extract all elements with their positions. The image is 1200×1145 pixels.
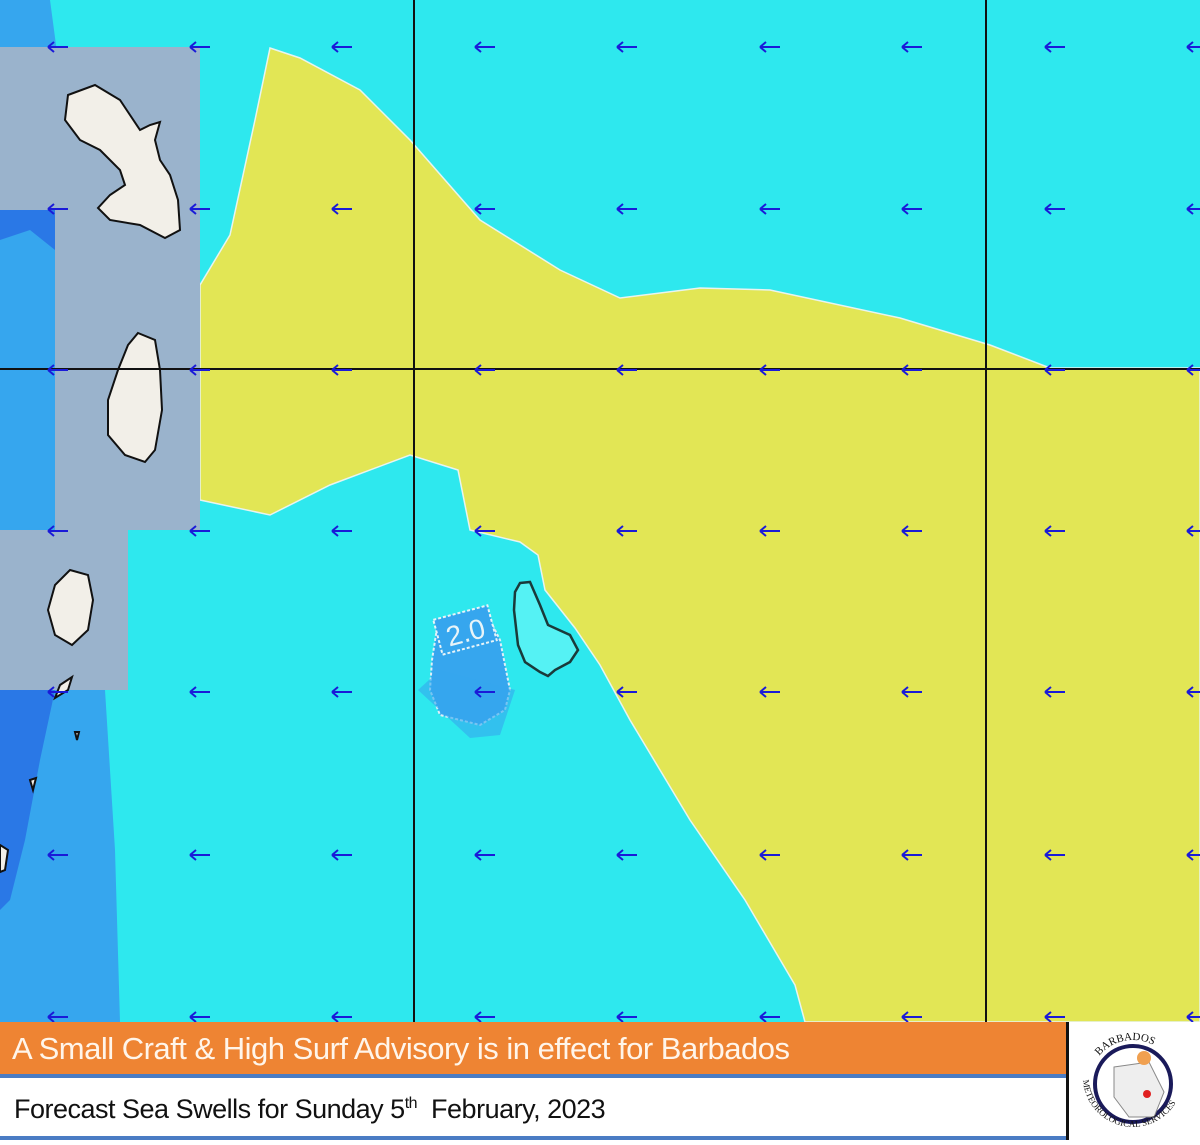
contour-2-0-shadow: [418, 670, 515, 738]
swell-arrow-icon: [1186, 41, 1200, 53]
swell-arrow-icon: [331, 849, 352, 861]
swell-arrow-icon: [331, 203, 352, 215]
swell-direction-arrows: [47, 41, 1200, 1022]
swell-arrow-icon: [1044, 849, 1065, 861]
swell-arrow-icon: [474, 525, 495, 537]
island-grenadines: [0, 674, 81, 874]
swell-arrow-icon: [1186, 849, 1200, 861]
forecast-title: Forecast Sea Swells for Sunday 5th Febru…: [0, 1080, 1066, 1140]
swell-arrow-icon: [47, 849, 68, 861]
swell-arrow-icon: [47, 203, 68, 215]
swell-arrow-icon: [1044, 203, 1065, 215]
swell-arrow-icon: [759, 203, 780, 215]
swell-arrow-icon: [47, 1011, 68, 1022]
forecast-date-prefix: Forecast Sea Swells for Sunday 5: [14, 1094, 405, 1124]
swell-arrow-icon: [47, 364, 68, 376]
swell-arrow-icon: [331, 364, 352, 376]
swell-arrow-icon: [901, 41, 922, 53]
swell-arrow-icon: [47, 525, 68, 537]
swell-arrow-icon: [616, 686, 637, 698]
advisory-banner: A Small Craft & High Surf Advisory is in…: [0, 1022, 1066, 1078]
swell-arrow-icon: [1186, 364, 1200, 376]
swell-arrow-icon: [474, 203, 495, 215]
swell-arrow-icon: [331, 525, 352, 537]
swell-arrow-icon: [189, 1011, 210, 1022]
swell-arrow-icon: [47, 41, 68, 53]
swell-arrow-icon: [331, 686, 352, 698]
swell-arrow-icon: [331, 41, 352, 53]
swell-arrow-icon: [901, 849, 922, 861]
swell-arrow-icon: [1044, 686, 1065, 698]
swell-arrow-icon: [901, 203, 922, 215]
island-barbados: [512, 580, 580, 678]
swell-arrow-icon: [1044, 525, 1065, 537]
swell-arrow-icon: [901, 686, 922, 698]
swell-arrow-icon: [47, 686, 68, 698]
swell-arrow-icon: [901, 364, 922, 376]
swell-arrow-icon: [474, 364, 495, 376]
swell-arrow-icon: [1186, 686, 1200, 698]
swell-arrow-icon: [759, 849, 780, 861]
swell-arrow-icon: [1186, 203, 1200, 215]
swell-arrow-icon: [616, 525, 637, 537]
swell-arrow-icon: [616, 203, 637, 215]
swell-arrow-icon: [189, 525, 210, 537]
swell-arrow-icon: [616, 364, 637, 376]
swell-map: 2.0: [0, 0, 1200, 1022]
swell-arrow-icon: [759, 364, 780, 376]
swell-arrow-icon: [616, 1011, 637, 1022]
date-ordinal: th: [404, 1095, 418, 1112]
forecast-title-text: Forecast Sea Swells for Sunday 5th Febru…: [14, 1094, 606, 1125]
swell-arrow-icon: [1186, 525, 1200, 537]
swell-arrow-icon: [189, 686, 210, 698]
advisory-text: A Small Craft & High Surf Advisory is in…: [12, 1031, 790, 1066]
swell-arrow-icon: [331, 1011, 352, 1022]
sea-deep-area-west: [0, 205, 55, 910]
island-st-vincent: [46, 568, 95, 647]
swell-arrow-icon: [616, 849, 637, 861]
swell-arrow-icon: [1044, 1011, 1065, 1022]
swell-arrow-icon: [189, 849, 210, 861]
swell-arrow-icon: [616, 41, 637, 53]
swell-arrow-icon: [189, 364, 210, 376]
swell-arrow-icon: [474, 849, 495, 861]
swell-arrow-icon: [759, 686, 780, 698]
swell-arrow-icon: [901, 1011, 922, 1022]
forecast-date-suffix: February, 2023: [417, 1094, 606, 1124]
swell-arrow-icon: [1044, 364, 1065, 376]
swell-arrow-icon: [901, 525, 922, 537]
swell-arrow-icon: [759, 41, 780, 53]
contour-label-box: 2.0: [432, 604, 498, 656]
swell-arrow-icon: [1186, 1011, 1200, 1022]
swell-arrow-icon: [189, 203, 210, 215]
swell-arrow-icon: [759, 1011, 780, 1022]
island-st-lucia: [107, 331, 164, 464]
sea-high-area: [199, 47, 1200, 1022]
swell-arrow-icon: [189, 41, 210, 53]
island-martinique: [63, 83, 182, 240]
swell-arrow-icon: [474, 41, 495, 53]
swell-arrow-icon: [474, 1011, 495, 1022]
barbados-met-services-logo: BARBADOS METEOROLOGICAL SERVICES: [1066, 1022, 1200, 1140]
swell-arrow-icon: [474, 686, 495, 698]
swell-arrow-icon: [759, 525, 780, 537]
swell-arrow-icon: [1044, 41, 1065, 53]
